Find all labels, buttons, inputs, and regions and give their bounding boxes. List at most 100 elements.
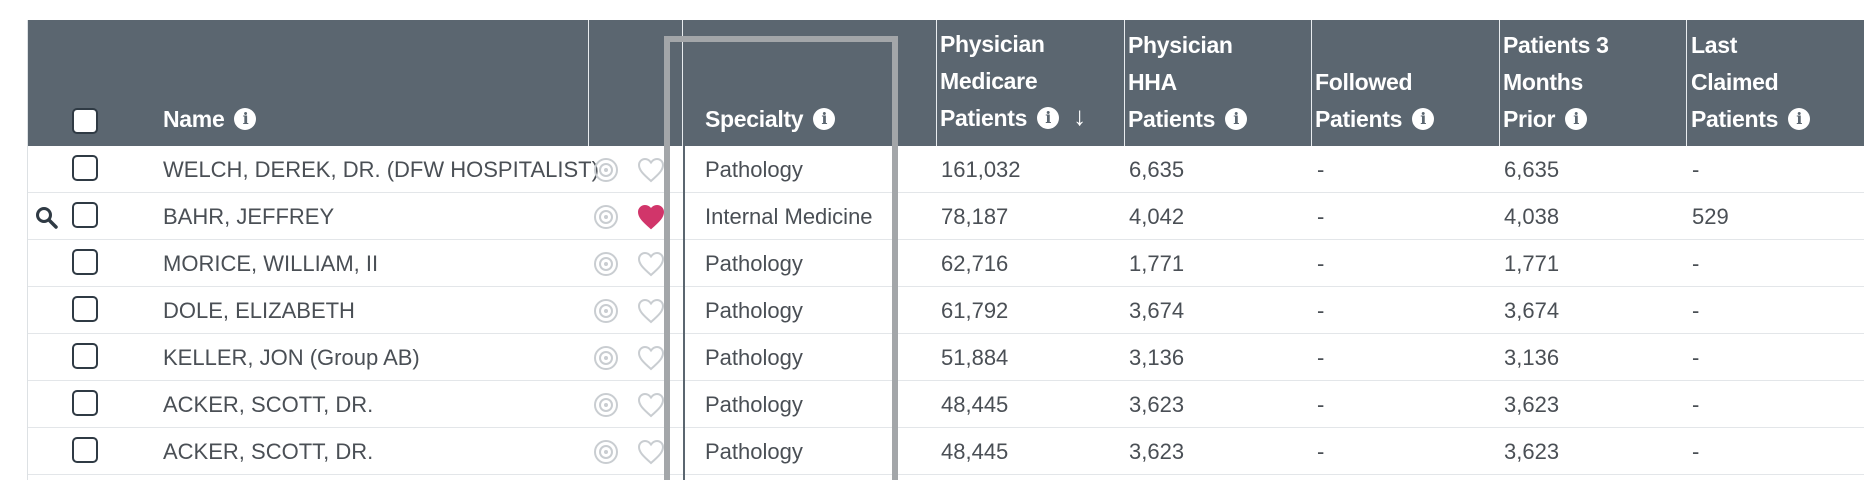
name-info-icon[interactable]: i xyxy=(234,107,257,130)
patients-3-months-prior-cell: 3,623 xyxy=(1504,392,1560,417)
table-row[interactable]: ACKER, SCOTT, DR. Pathology 48,445 3,623 - 3,… xyxy=(28,381,1864,428)
followed-header-line1: Followed xyxy=(1315,69,1413,95)
search-icon[interactable] xyxy=(34,205,58,229)
followed-patients-cell: - xyxy=(1317,298,1325,323)
row-select-checkbox[interactable] xyxy=(72,202,98,228)
row-select-checkbox[interactable] xyxy=(72,390,98,416)
specialty-cell: Pathology xyxy=(705,157,803,182)
last-claimed-patients-cell: - xyxy=(1692,298,1700,323)
last-claimed-patients-cell: 529 xyxy=(1692,204,1729,229)
physician-name[interactable]: DOLE, ELIZABETH xyxy=(163,298,355,323)
hha-patients-cell: 1,771 xyxy=(1129,251,1185,276)
column-header-last-claimed-patients[interactable]: Last Claimed Patients i xyxy=(1691,20,1861,146)
last-header-line2: Claimed xyxy=(1691,69,1779,95)
column-header-followed-patients[interactable]: Followed Patients i xyxy=(1315,20,1495,146)
medicare-info-icon[interactable]: i xyxy=(1037,106,1060,129)
heart-icon[interactable] xyxy=(637,251,665,277)
hha-header-line1: Physician xyxy=(1128,32,1233,58)
followed-header-line2: Patients xyxy=(1315,106,1403,132)
target-icon[interactable] xyxy=(594,158,618,182)
target-icon[interactable] xyxy=(594,205,618,229)
medicare-patients-cell: 51,884 xyxy=(941,345,1009,370)
physician-name[interactable]: WELCH, DEREK, DR. (DFW HOSPITALIST) xyxy=(163,157,599,182)
specialty-cell: Internal Medicine xyxy=(705,204,873,229)
patients-3-months-prior-cell: 4,038 xyxy=(1504,204,1560,229)
table-header: Name i Specialty i Physician Medicare Pati… xyxy=(28,20,1864,146)
specialty-cell: Pathology xyxy=(705,439,803,464)
column-divider xyxy=(1499,20,1500,146)
medicare-patients-cell: 48,445 xyxy=(941,392,1009,417)
patients-3-months-prior-cell: 6,635 xyxy=(1504,157,1560,182)
target-icon[interactable] xyxy=(594,393,618,417)
target-icon[interactable] xyxy=(594,299,618,323)
physician-name[interactable]: ACKER, SCOTT, DR. xyxy=(163,439,374,464)
medicare-header-line3: Patients xyxy=(940,104,1028,131)
specialty-cell: Pathology xyxy=(705,345,803,370)
row-select-checkbox[interactable] xyxy=(72,437,98,463)
last-info-icon[interactable]: i xyxy=(1788,107,1811,130)
physician-name[interactable]: KELLER, JON (Group AB) xyxy=(163,345,420,370)
physician-name[interactable]: BAHR, JEFFREY xyxy=(163,204,335,229)
table-row[interactable]: DOLE, ELIZABETH Pathology 61,792 3,674 - 3,67… xyxy=(28,287,1864,334)
column-divider xyxy=(1686,20,1687,146)
table-row[interactable]: BAHR, JEFFREY Internal Medicine 78,187 4,04… xyxy=(28,193,1864,240)
hha-patients-cell: 6,635 xyxy=(1129,157,1185,182)
hha-info-icon[interactable]: i xyxy=(1225,107,1248,130)
heart-icon[interactable] xyxy=(637,157,665,183)
heart-icon[interactable] xyxy=(637,439,665,465)
column-header-name-label: Name xyxy=(163,106,225,132)
row-select-checkbox[interactable] xyxy=(72,343,98,369)
specialty-cell: Pathology xyxy=(705,392,803,417)
column-header-patients-3-months-prior[interactable]: Patients 3 Months Prior i xyxy=(1503,20,1683,146)
followed-patients-cell: - xyxy=(1317,345,1325,370)
last-claimed-patients-cell: - xyxy=(1692,157,1700,182)
patients-3-months-prior-cell: 3,674 xyxy=(1504,298,1560,323)
column-header-specialty[interactable]: Specialty i xyxy=(705,20,925,146)
select-all-checkbox[interactable] xyxy=(72,108,98,134)
heart-icon[interactable] xyxy=(637,345,665,371)
last-claimed-patients-cell: - xyxy=(1692,392,1700,417)
column-resize-strip[interactable] xyxy=(683,20,685,480)
row-select-checkbox[interactable] xyxy=(72,155,98,181)
table-row[interactable]: WELCH, DEREK, DR. (DFW HOSPITALIST) Patho… xyxy=(28,146,1864,193)
column-header-medicare-patients[interactable]: Physician Medicare Patients i ↓ xyxy=(940,20,1130,146)
column-header-name[interactable]: Name i xyxy=(163,20,563,146)
row-select-checkbox[interactable] xyxy=(72,249,98,275)
specialty-cell: Pathology xyxy=(705,298,803,323)
row-select-checkbox[interactable] xyxy=(72,296,98,322)
medicare-patients-cell: 48,445 xyxy=(941,439,1009,464)
prior-info-icon[interactable]: i xyxy=(1565,107,1588,130)
heart-icon[interactable] xyxy=(637,298,665,324)
table-row[interactable]: ACKER, SCOTT, DR. Pathology 48,445 3,623 - 3,… xyxy=(28,428,1864,475)
physician-name[interactable]: MORICE, WILLIAM, II xyxy=(163,251,379,276)
specialty-info-icon[interactable]: i xyxy=(813,107,836,130)
hha-patients-cell: 3,623 xyxy=(1129,392,1185,417)
hha-patients-cell: 3,623 xyxy=(1129,439,1185,464)
last-claimed-patients-cell: - xyxy=(1692,439,1700,464)
followed-patients-cell: - xyxy=(1317,439,1325,464)
hha-patients-cell: 4,042 xyxy=(1129,204,1185,229)
followed-info-icon[interactable]: i xyxy=(1412,107,1435,130)
physician-name[interactable]: ACKER, SCOTT, DR. xyxy=(163,392,374,417)
column-divider xyxy=(1311,20,1312,146)
followed-patients-cell: - xyxy=(1317,157,1325,182)
last-claimed-patients-cell: - xyxy=(1692,251,1700,276)
table-row[interactable]: MORICE, WILLIAM, II Pathology 62,716 1,771 -… xyxy=(28,240,1864,287)
target-icon[interactable] xyxy=(594,346,618,370)
prior-header-line3: Prior xyxy=(1503,106,1556,132)
prior-header-line2: Months xyxy=(1503,69,1583,95)
last-header-line3: Patients xyxy=(1691,106,1779,132)
followed-patients-cell: - xyxy=(1317,392,1325,417)
column-divider xyxy=(1124,20,1125,146)
target-icon[interactable] xyxy=(594,252,618,276)
column-header-hha-patients[interactable]: Physician HHA Patients i xyxy=(1128,20,1308,146)
target-icon[interactable] xyxy=(594,440,618,464)
column-divider xyxy=(588,20,589,146)
heart-icon[interactable] xyxy=(637,392,665,418)
table-row[interactable]: KELLER, JON (Group AB) Pathology 51,884 3,1… xyxy=(28,334,1864,381)
last-header-line1: Last xyxy=(1691,32,1738,58)
hha-patients-cell: 3,136 xyxy=(1129,345,1185,370)
heart-icon[interactable] xyxy=(637,204,665,230)
table-left-border xyxy=(27,20,28,480)
sort-descending-icon[interactable]: ↓ xyxy=(1073,101,1086,131)
